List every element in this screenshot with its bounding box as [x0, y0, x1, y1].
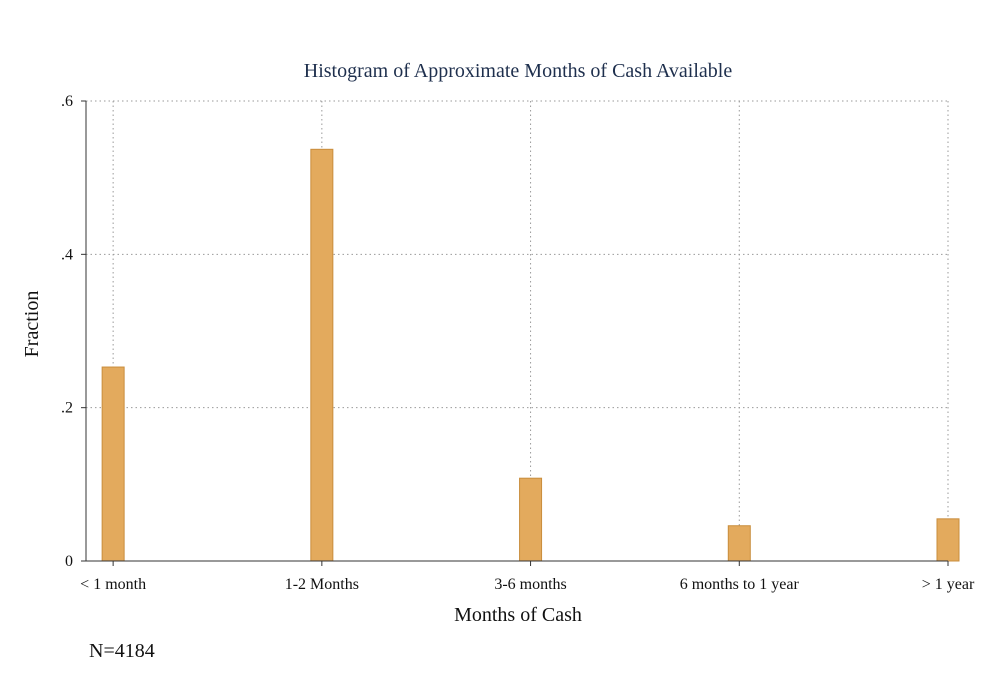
x-tick-label: 3-6 months — [494, 576, 566, 593]
x-tick-label: < 1 month — [80, 576, 146, 593]
bars — [101, 148, 960, 562]
histogram-bar — [519, 477, 543, 562]
histogram-bar — [727, 525, 751, 562]
histogram-bar — [101, 366, 125, 562]
y-tick-label: .6 — [61, 93, 73, 110]
chart-title: Histogram of Approximate Months of Cash … — [304, 60, 733, 82]
y-tick-label: .2 — [61, 400, 73, 417]
x-axis-title: Months of Cash — [454, 604, 582, 626]
axes — [85, 101, 948, 562]
x-ticks: < 1 month 1-2 Months 3-6 months 6 months to… — [80, 561, 975, 593]
grid-lines — [86, 100, 949, 561]
x-tick-label: > 1 year — [922, 576, 975, 593]
y-tick-label: 0 — [65, 553, 73, 570]
histogram-bar — [310, 148, 334, 562]
y-axis-title: Fraction — [21, 291, 43, 358]
sample-size-note: N=4184 — [89, 640, 155, 662]
y-ticks: 0 .2 .4 .6 — [61, 93, 86, 570]
y-tick-label: .4 — [61, 246, 73, 263]
x-tick-label: 6 months to 1 year — [680, 576, 800, 593]
x-tick-label: 1-2 Months — [285, 576, 359, 593]
histogram-bar — [936, 518, 960, 562]
